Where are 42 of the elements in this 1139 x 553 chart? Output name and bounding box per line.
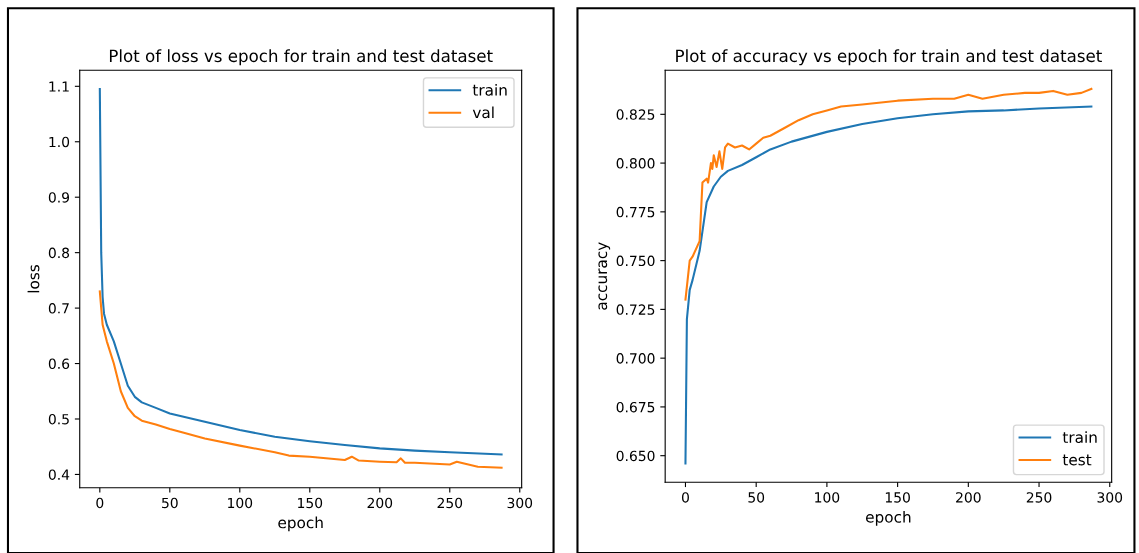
y-tick-label: 1.0 (49, 136, 70, 148)
x-tick-label: 50 (748, 492, 765, 503)
y-axis-title: loss (27, 264, 40, 293)
line-series (684, 87, 1093, 301)
chart-title: Plot of loss vs epoch for train and test dataset (109, 49, 493, 66)
y-axis-title: accuracy (598, 242, 611, 310)
x-tick-label: 0 (96, 497, 104, 509)
x-tick-label: 250 (437, 497, 463, 509)
x-tick-label: 50 (162, 497, 178, 509)
x-tick-label: 100 (815, 492, 840, 503)
y-tick-label: 0.675 (616, 401, 655, 413)
y-tick-label: 0.800 (616, 158, 655, 169)
x-tick-label: 150 (885, 492, 910, 503)
y-tick-label: 0.650 (616, 450, 655, 462)
y-tick-label: 0.5 (48, 413, 69, 425)
legend-label: val (472, 106, 494, 119)
y-tick-label: 0.8 (48, 247, 70, 259)
x-axis-title: epoch (278, 516, 323, 532)
legend-label: train (1062, 431, 1097, 444)
x-tick-label: 0 (681, 492, 689, 503)
x-tick-label: 300 (1097, 492, 1123, 503)
legend-label: test (1062, 454, 1092, 466)
y-tick-label: 0.725 (616, 304, 655, 315)
y-tick-label: 0.775 (616, 206, 655, 218)
y-tick-label: 0.825 (616, 109, 655, 120)
y-tick-label: 0.6 (48, 358, 70, 370)
x-tick-label: 300 (507, 497, 533, 509)
x-tick-label: 250 (1026, 492, 1052, 503)
legend-label: train (472, 83, 507, 96)
y-tick-label: 0.9 (48, 192, 70, 203)
y-tick-label: 0.4 (48, 469, 70, 480)
x-axis-title: epoch (866, 510, 911, 526)
y-tick-label: 0.750 (616, 255, 655, 267)
x-tick-label: 100 (228, 497, 253, 509)
y-tick-label: 0.7 (48, 303, 69, 314)
chart-title: Plot of accuracy vs epoch for train and test dataset (676, 49, 1102, 66)
x-tick-label: 200 (367, 497, 393, 509)
line-series (98, 290, 503, 469)
y-tick-label: 1.1 (49, 81, 69, 92)
y-tick-label: 0.700 (616, 353, 655, 364)
x-tick-label: 200 (956, 492, 981, 503)
x-tick-label: 150 (298, 497, 323, 509)
